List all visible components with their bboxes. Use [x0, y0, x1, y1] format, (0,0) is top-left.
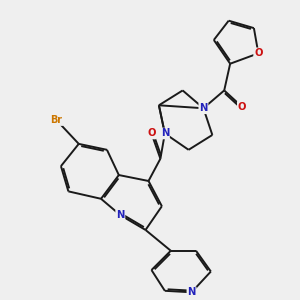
Text: O: O [147, 128, 156, 139]
Text: O: O [238, 102, 246, 112]
Text: Br: Br [50, 115, 62, 125]
Text: O: O [254, 48, 262, 58]
Text: N: N [188, 287, 196, 297]
Text: N: N [199, 103, 208, 113]
Text: N: N [116, 210, 124, 220]
Text: N: N [161, 128, 169, 139]
